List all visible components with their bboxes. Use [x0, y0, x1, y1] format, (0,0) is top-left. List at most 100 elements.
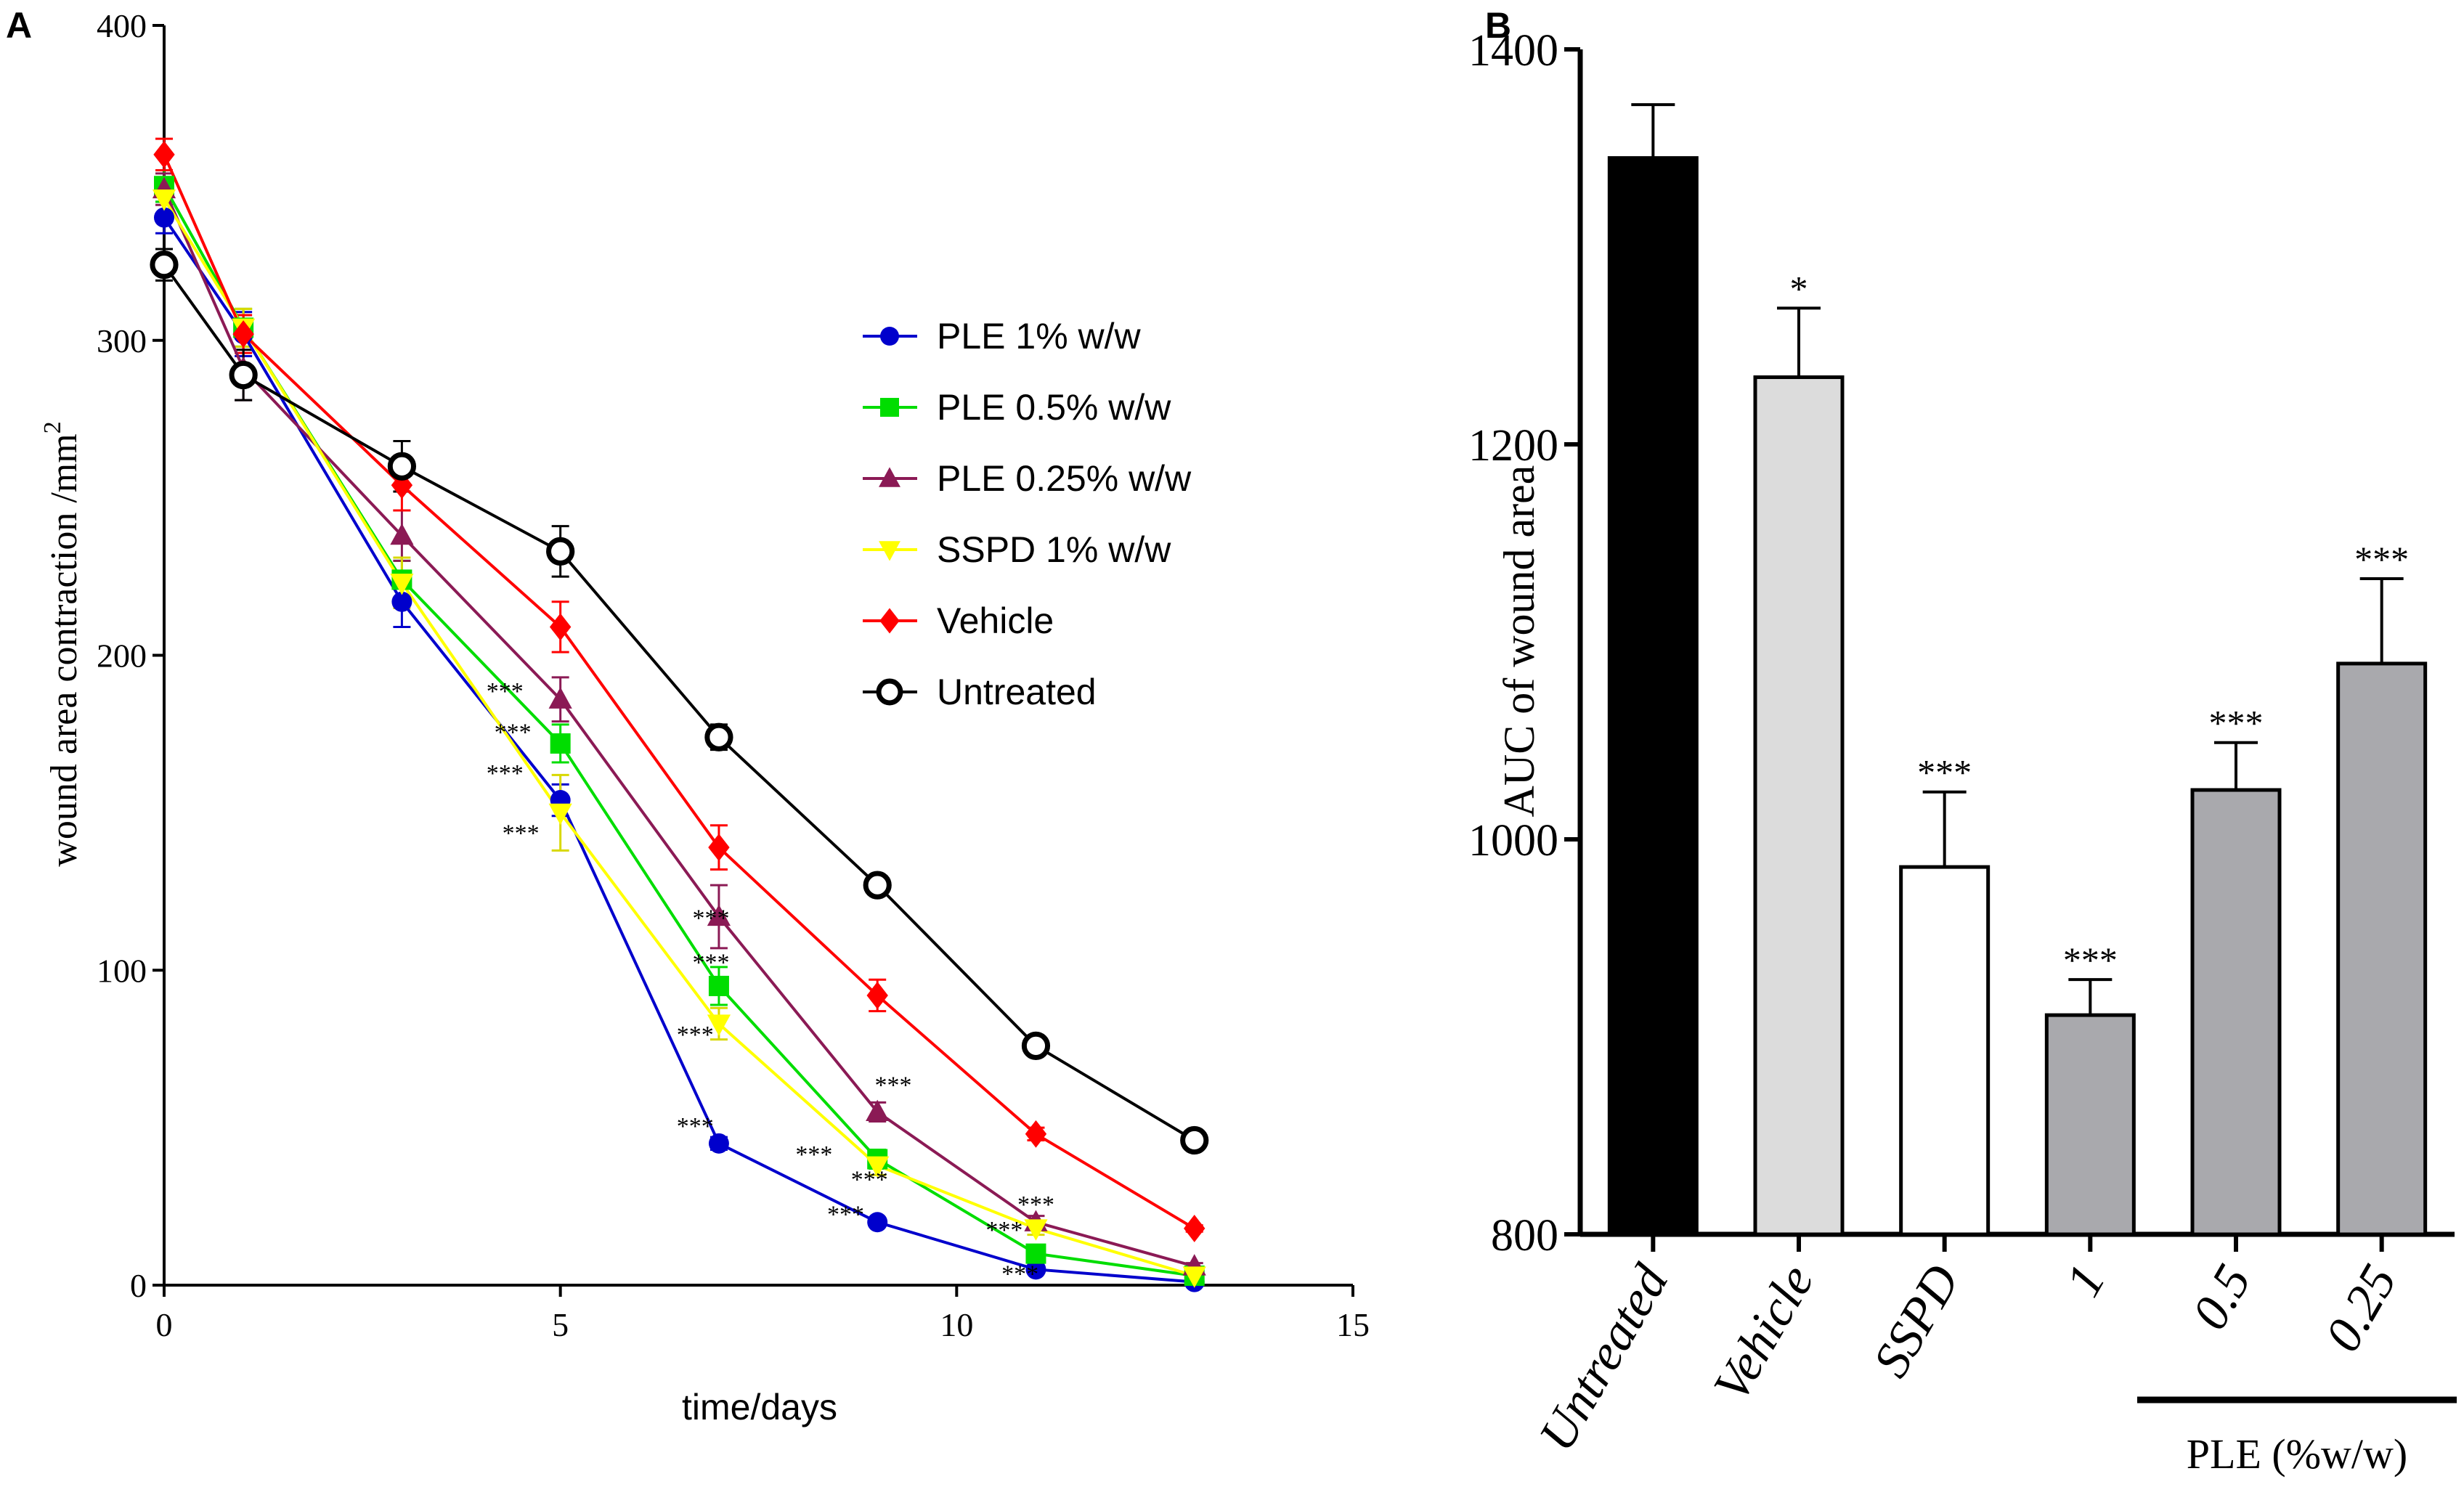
legend-marker: [879, 467, 900, 487]
significance-annotation: ***: [1001, 1261, 1038, 1288]
panel-b-y-tick-label: 1000: [1468, 816, 1558, 865]
panel-a-y-tick-label: 0: [130, 1267, 147, 1304]
data-point-untreated: [546, 537, 575, 566]
significance-annotation: ***: [851, 1167, 888, 1194]
panel-b-group-label: PLE (%w/w): [2187, 1430, 2407, 1478]
bar-significance-label: ***: [2354, 539, 2409, 579]
legend-marker: [880, 398, 899, 417]
panel-a-y-tick-label: 100: [97, 952, 147, 989]
significance-annotation: ***: [677, 1022, 714, 1048]
bar-significance-label: *: [1790, 268, 1808, 309]
significance-annotation: ***: [875, 1072, 912, 1099]
bar-significance-label: ***: [1917, 752, 1972, 793]
data-point-vehicle: [866, 982, 888, 1009]
panel-a-markers: [150, 140, 1209, 1292]
panel-b-y-tick-label: 1200: [1468, 421, 1558, 470]
panel-a-axes: 0 100 200 300 400 0 5 10 15: [97, 7, 1370, 1343]
data-point-untreated: [229, 360, 258, 390]
significance-annotation: ***: [503, 820, 540, 847]
x-tick-label-vehicle: Vehicle: [1703, 1256, 1825, 1411]
data-point-vehicle: [153, 140, 175, 168]
bar-significance-label: ***: [2063, 940, 2118, 980]
data-point-untreated: [863, 871, 892, 900]
x-tick-label-0-25: 0.25: [2315, 1256, 2408, 1361]
bar-1: [2044, 1013, 2136, 1237]
legend-entry: Vehicle: [863, 600, 1054, 641]
panel-b-y-tick-label: 1400: [1468, 26, 1558, 76]
x-tick-label-0-5: 0.5: [2182, 1256, 2261, 1339]
data-point-ple-1-w-w: [154, 207, 174, 228]
data-point-ple-0-5-w-w: [550, 733, 571, 754]
panel-a-x-tick-label: 10: [940, 1306, 973, 1343]
significance-annotation: ***: [827, 1201, 864, 1228]
panel-a-y-tick-label: 200: [97, 637, 147, 675]
legend-entry: PLE 0.5% w/w: [863, 387, 1171, 428]
bar-0-25: [2336, 661, 2428, 1237]
panel-b-ylabel: AUC of wound area: [1495, 465, 1543, 818]
panel-a-y-tick-label: 400: [97, 7, 147, 44]
legend-entry: SSPD 1% w/w: [863, 529, 1171, 570]
data-point-sspd-1-w-w: [152, 189, 176, 211]
data-point-ple-0-5-w-w: [1025, 1243, 1046, 1264]
bar-vehicle: [1753, 375, 1845, 1237]
significance-annotation: ***: [495, 720, 532, 746]
data-point-vehicle: [708, 834, 730, 861]
legend-label: PLE 0.25% w/w: [937, 458, 1192, 499]
legend-label: PLE 1% w/w: [937, 316, 1142, 357]
significance-annotation: ***: [1017, 1191, 1054, 1218]
bar-untreated: [1607, 156, 1699, 1237]
panel-a-x-tick-label: 15: [1336, 1306, 1370, 1343]
bar-sspd: [1899, 865, 1991, 1237]
bar-0-5: [2190, 788, 2282, 1237]
data-point-ple-0-25-w-w: [390, 523, 414, 545]
data-point-untreated: [150, 250, 179, 280]
data-point-sspd-1-w-w: [866, 1156, 890, 1178]
series-line-sspd-1-w-w: [163, 197, 1195, 1277]
legend-marker: [880, 327, 899, 346]
legend-entry: Untreated: [863, 672, 1097, 712]
x-tick-label-sspd: SSPD: [1863, 1256, 1970, 1387]
bar-significance-label: ***: [2209, 703, 2264, 744]
data-point-ple-1-w-w: [867, 1212, 888, 1233]
legend-entry: PLE 0.25% w/w: [863, 458, 1192, 499]
x-tick-label-1: 1: [2055, 1256, 2116, 1306]
data-point-vehicle: [549, 613, 572, 641]
panel-a-x-tick-label: 0: [156, 1306, 173, 1343]
series-line-ple-0-25-w-w: [163, 188, 1195, 1268]
panel-a-annotations: ************************************ ****…: [487, 678, 1054, 1287]
data-point-untreated: [387, 452, 417, 481]
data-point-ple-0-25-w-w: [707, 904, 731, 926]
legend-label: SSPD 1% w/w: [937, 529, 1171, 570]
legend-marker: [879, 541, 900, 561]
panel-a-label: A: [6, 5, 32, 46]
x-tick-label-untreated: Untreated: [1529, 1255, 1680, 1461]
data-point-untreated: [1021, 1031, 1051, 1060]
panel-a: A wound area contraction /mm2 time/days …: [6, 5, 1370, 1427]
data-point-untreated: [704, 722, 733, 751]
data-point-sspd-1-w-w: [390, 574, 414, 595]
data-point-sspd-1-w-w: [707, 1014, 731, 1036]
legend-marker: [879, 608, 900, 634]
significance-annotation: ***: [693, 905, 730, 932]
data-point-ple-0-25-w-w: [866, 1099, 890, 1122]
legend-marker: [876, 678, 903, 706]
panel-b-axes: 800 1000 1200 1400: [1468, 26, 2455, 1260]
significance-annotation: ***: [487, 760, 524, 787]
significance-annotation: ***: [693, 949, 730, 976]
panel-b-x-tick-labels: Untreated Vehicle SSPD 1 0.5 0.25: [1529, 1234, 2408, 1461]
panel-a-legend: PLE 1% w/w PLE 0.5% w/w PLE 0.25% w/w SSPD …: [863, 316, 1192, 712]
data-point-ple-0-5-w-w: [708, 975, 729, 996]
legend-label: Vehicle: [937, 600, 1054, 641]
series-line-ple-1-w-w: [163, 216, 1195, 1284]
panel-b-y-tick-label: 800: [1491, 1211, 1558, 1260]
data-point-untreated: [1180, 1125, 1209, 1155]
panel-a-ylabel: wound area contraction /mm2: [39, 421, 85, 866]
legend-label: Untreated: [937, 672, 1097, 712]
significance-annotation: ***: [985, 1217, 1022, 1244]
data-point-sspd-1-w-w: [548, 803, 572, 826]
data-point-sspd-1-w-w: [1024, 1219, 1048, 1241]
data-point-vehicle: [1184, 1215, 1205, 1242]
legend-label: PLE 0.5% w/w: [937, 387, 1171, 428]
